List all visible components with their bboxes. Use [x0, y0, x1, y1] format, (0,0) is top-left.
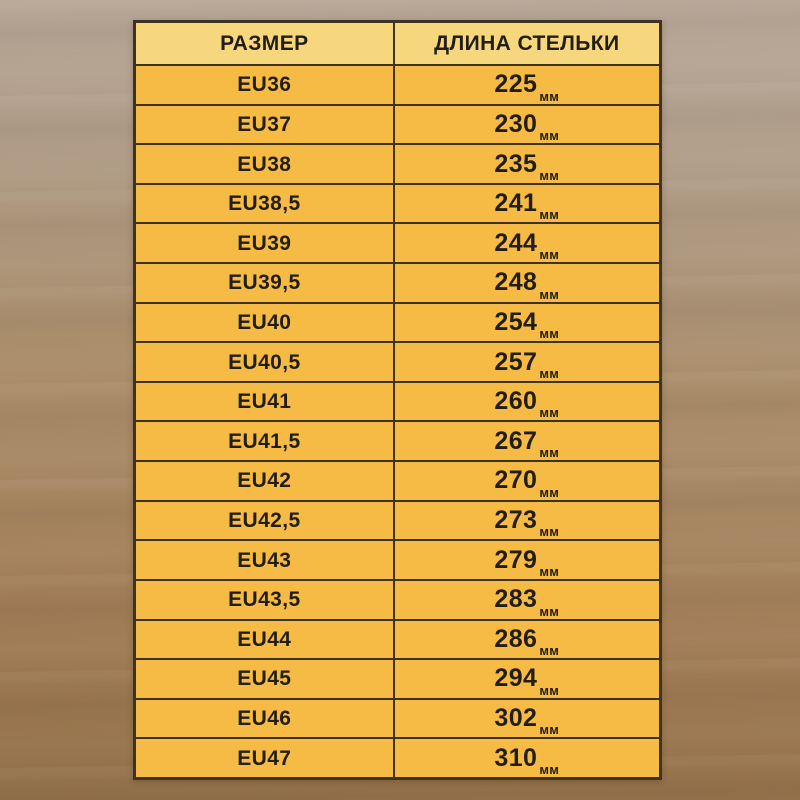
- insole-length-cell: 267 мм: [394, 422, 659, 461]
- insole-length-unit: мм: [539, 524, 560, 540]
- insole-length-cell: 310 мм: [394, 739, 659, 777]
- insole-length-value: 294: [494, 664, 538, 693]
- insole-length-unit: мм: [539, 761, 560, 777]
- size-cell: EU42: [136, 462, 393, 500]
- insole-length-cell: 248 мм: [394, 264, 659, 302]
- insole-length-value: 270: [494, 466, 538, 495]
- insole-length-value: 257: [494, 347, 538, 376]
- size-cell: EU36: [136, 66, 393, 104]
- insole-length-cell: 235 мм: [394, 145, 659, 183]
- insole-length-value: 267: [494, 426, 538, 455]
- insole-length-unit: мм: [539, 563, 560, 579]
- insole-length-unit: мм: [539, 603, 560, 619]
- size-cell: EU43,5: [136, 580, 393, 619]
- insole-length-unit: мм: [539, 247, 560, 263]
- insole-length-value: 235: [494, 149, 538, 178]
- size-cell: EU40: [136, 303, 393, 342]
- size-cell: EU39,5: [136, 264, 393, 302]
- insole-length-unit: мм: [539, 405, 560, 421]
- insole-length-cell: 241 мм: [394, 184, 659, 223]
- insole-length-unit: мм: [539, 286, 560, 302]
- insole-length-cell: 260 мм: [394, 382, 659, 421]
- insole-length-cell: 279 мм: [394, 541, 659, 579]
- insole-length-cell: 286 мм: [394, 620, 659, 659]
- header-insole-length-column: ДЛИНА СТЕЛЬКИ: [394, 23, 659, 64]
- size-cell: EU44: [136, 620, 393, 659]
- insole-length-value: 260: [494, 387, 538, 416]
- header-size-column: РАЗМЕР: [136, 23, 393, 64]
- size-cell: EU38,5: [136, 184, 393, 223]
- insole-length-unit: мм: [539, 128, 560, 144]
- insole-length-unit: мм: [539, 88, 560, 104]
- insole-length-cell: 254 мм: [394, 303, 659, 342]
- size-cell: EU47: [136, 739, 393, 777]
- insole-length-unit: мм: [539, 722, 560, 738]
- insole-length-cell: 283 мм: [394, 580, 659, 619]
- insole-length-unit: мм: [539, 167, 560, 183]
- insole-length-unit: мм: [539, 326, 560, 342]
- size-cell: EU41: [136, 382, 393, 421]
- insole-length-value: 230: [494, 109, 538, 138]
- insole-length-cell: 294 мм: [394, 660, 659, 698]
- insole-length-value: 279: [494, 545, 538, 574]
- insole-length-cell: 302 мм: [394, 699, 659, 738]
- insole-length-cell: 244 мм: [394, 224, 659, 263]
- insole-length-cell: 257 мм: [394, 343, 659, 381]
- size-cell: EU38: [136, 145, 393, 183]
- insole-length-unit: мм: [539, 643, 560, 659]
- insole-length-cell: 273 мм: [394, 501, 659, 540]
- insole-length-value: 310: [494, 743, 538, 772]
- size-cell: EU45: [136, 660, 393, 698]
- size-cell: EU46: [136, 699, 393, 738]
- insole-length-cell: 225 мм: [394, 66, 659, 104]
- insole-length-value: 302: [494, 704, 538, 733]
- insole-length-unit: мм: [539, 207, 560, 223]
- insole-length-unit: мм: [539, 484, 560, 500]
- insole-length-value: 241: [494, 189, 538, 218]
- insole-length-cell: 270 мм: [394, 462, 659, 500]
- insole-length-unit: мм: [539, 445, 560, 461]
- insole-length-value: 273: [494, 506, 538, 535]
- insole-length-unit: мм: [539, 682, 560, 698]
- size-cell: EU43: [136, 541, 393, 579]
- size-cell: EU42,5: [136, 501, 393, 540]
- insole-length-value: 248: [494, 268, 538, 297]
- size-cell: EU39: [136, 224, 393, 263]
- insole-length-value: 244: [494, 228, 538, 257]
- insole-length-cell: 230 мм: [394, 105, 659, 144]
- size-cell: EU37: [136, 105, 393, 144]
- size-chart-table: РАЗМЕР ДЛИНА СТЕЛЬКИ EU36 225 мм EU37 23…: [133, 20, 662, 780]
- insole-length-unit: мм: [539, 365, 560, 381]
- size-cell: EU41,5: [136, 422, 393, 461]
- insole-length-value: 283: [494, 585, 538, 614]
- insole-length-value: 225: [494, 70, 538, 99]
- size-cell: EU40,5: [136, 343, 393, 381]
- insole-length-value: 254: [494, 307, 538, 336]
- insole-length-value: 286: [494, 624, 538, 653]
